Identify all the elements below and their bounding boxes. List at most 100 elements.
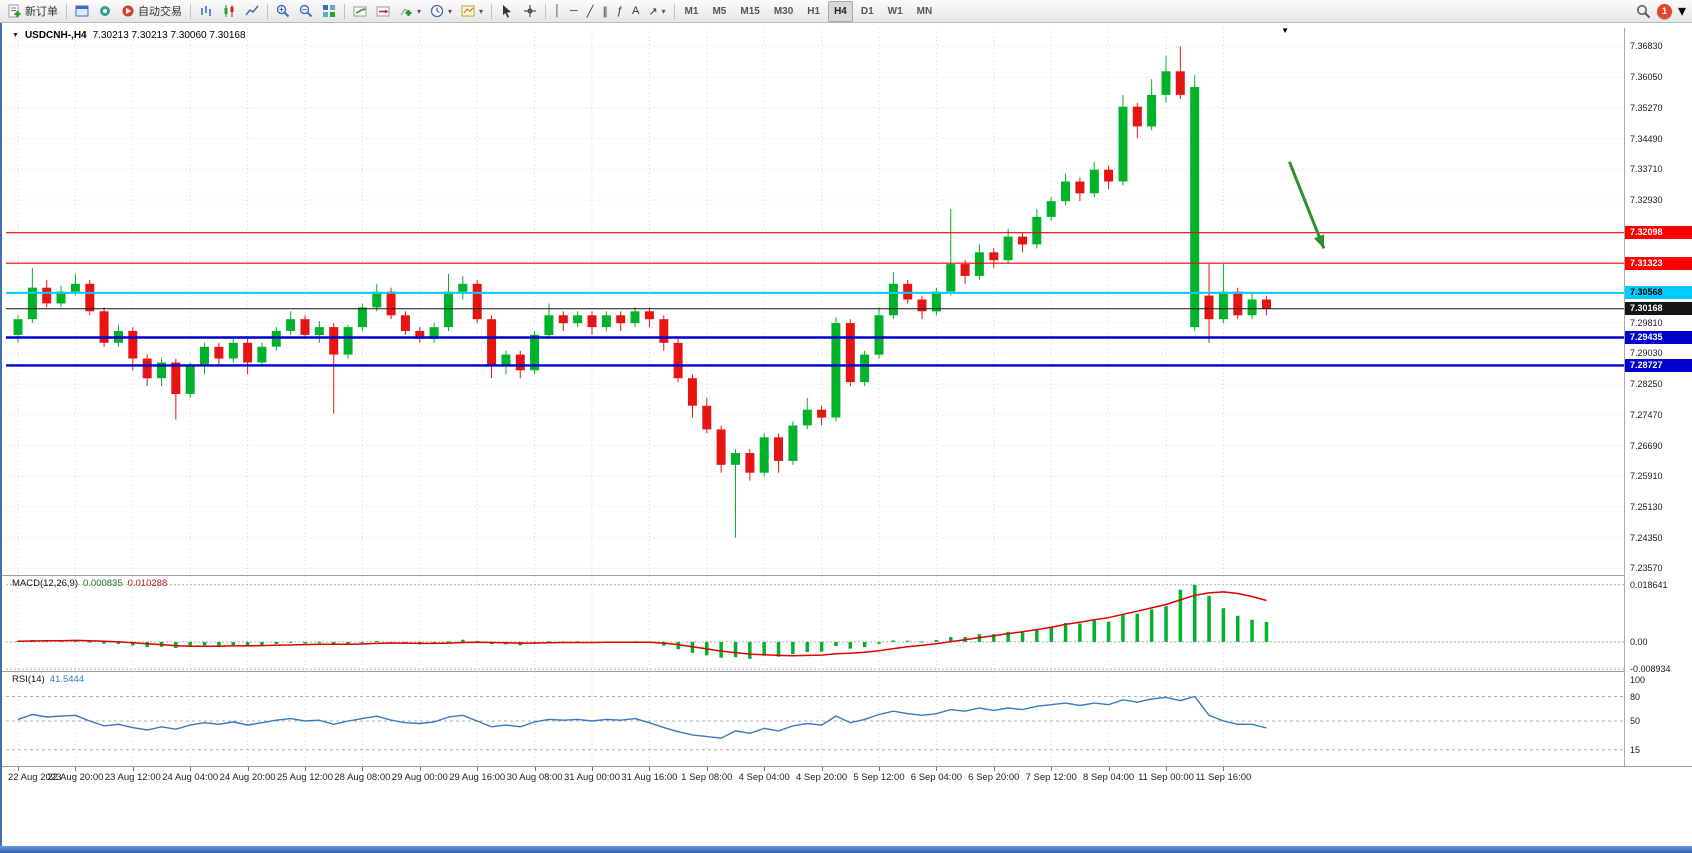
line-chart-button[interactable]: [241, 2, 263, 21]
candlestick-chart-button[interactable]: [218, 2, 240, 21]
price-axis-label: 7.23570: [1630, 563, 1663, 574]
arrow-object[interactable]: [1288, 161, 1326, 249]
timeframe-mn-button[interactable]: MN: [916, 5, 933, 17]
timeframe-m1-button[interactable]: M1: [684, 5, 699, 17]
timeframe-m30-button[interactable]: M30: [773, 5, 794, 17]
timeframe-w1-button[interactable]: W1: [887, 5, 903, 17]
horizontal-line-tool-button[interactable]: ─: [566, 2, 582, 21]
auto-trading-label: 自动交易: [138, 6, 182, 18]
templates-button[interactable]: ▾: [457, 2, 487, 21]
candle: [400, 315, 410, 331]
horizontal-line-icon: ─: [569, 5, 578, 17]
price-axis-label: 7.29030: [1630, 348, 1663, 359]
time-axis[interactable]: 22 Aug 2023 22 Aug 20:00 23 Aug 12:00 24 Au…: [6, 767, 1624, 787]
time-axis-label: 24 Aug 20:00: [219, 772, 276, 783]
candle: [271, 331, 281, 347]
periods-button[interactable]: ▾: [426, 2, 456, 21]
time-axis-label: 4 Sep 04:00: [738, 772, 790, 783]
macd-histogram-bar: [1149, 609, 1154, 642]
macd-histogram-bar: [862, 641, 867, 648]
candle: [745, 453, 755, 473]
price-chart-panel[interactable]: ▼ USDCNH-,H4 7.30213 7.30213 7.30060 7.3…: [6, 28, 1624, 575]
time-axis-label: 29 Aug 16:00: [449, 772, 506, 783]
toolbar-caret-icon[interactable]: ▾: [1677, 3, 1686, 20]
indicators-button[interactable]: ▾: [395, 2, 425, 21]
timeframe-d1-button[interactable]: D1: [860, 5, 874, 17]
price-axis[interactable]: 7.36830 7.36050 7.35270 7.34490 7.33710 7.329…: [1624, 28, 1692, 766]
time-axis-tick: [534, 767, 536, 771]
price-axis-label: 7.32930: [1630, 194, 1663, 205]
rsi-panel[interactable]: RSI(14) 41.5444: [6, 672, 1624, 766]
auto-trading-icon: [121, 4, 135, 18]
chart-top-marker-icon[interactable]: ▼: [1281, 26, 1290, 35]
tile-windows-button[interactable]: [318, 2, 340, 21]
zoom-in-button[interactable]: [272, 2, 294, 21]
timeframe-group: M1 M5 M15 M30 H1 H4 D1 W1 MN: [679, 0, 939, 22]
time-axis-label: 23 Aug 12:00: [104, 772, 161, 783]
macd-histogram-bar: [446, 641, 451, 643]
macd-histogram-bar: [1106, 621, 1111, 642]
zoom-in-icon: [276, 4, 290, 18]
text-tool-button[interactable]: A: [628, 2, 643, 21]
indicators-icon: [399, 4, 413, 18]
candle: [659, 319, 669, 343]
timeframe-m15-button[interactable]: M15: [740, 5, 760, 17]
arrow-object-head[interactable]: [1313, 234, 1325, 249]
candle: [27, 287, 37, 320]
candle: [831, 323, 841, 418]
candle: [42, 287, 52, 304]
timeframe-h4-button[interactable]: H4: [828, 0, 853, 22]
vertical-line-tool-button[interactable]: │: [550, 2, 565, 21]
macd-histogram-bar: [317, 641, 322, 644]
panel-separator[interactable]: [2, 671, 1692, 672]
crosshair-button[interactable]: [519, 2, 541, 21]
auto-trading-button[interactable]: 自动交易: [117, 2, 186, 21]
channel-tool-button[interactable]: ∥: [598, 2, 612, 21]
macd-histogram-bar: [145, 641, 149, 648]
candle: [1046, 201, 1056, 217]
price-axis-label: 7.25130: [1630, 501, 1663, 512]
time-axis-tick: [362, 767, 364, 771]
rsi-value: 41.5444: [49, 674, 85, 685]
macd-histogram-bar: [819, 641, 824, 652]
candle: [1190, 87, 1200, 328]
time-axis-label: 11 Sep 16:00: [1195, 772, 1252, 783]
candle: [874, 315, 884, 355]
time-axis-tick: [75, 767, 77, 771]
time-axis-tick: [419, 767, 421, 771]
notification-badge[interactable]: 1: [1656, 3, 1672, 19]
fibonacci-tool-button[interactable]: ƒ: [613, 2, 627, 21]
timeframe-m5-button[interactable]: M5: [712, 5, 727, 17]
panel-separator[interactable]: [2, 575, 1692, 576]
one-click-collapse-icon[interactable]: ▼: [12, 32, 19, 39]
price-axis-label: 7.34490: [1630, 133, 1663, 144]
time-axis-label: 5 Sep 12:00: [853, 772, 905, 783]
time-axis-tick: [1108, 767, 1110, 771]
bar-chart-button[interactable]: [195, 2, 217, 21]
search-icon[interactable]: [1636, 4, 1651, 19]
tile-windows-icon: [322, 4, 336, 18]
zoom-out-button[interactable]: [295, 2, 317, 21]
candle: [343, 327, 353, 355]
time-axis-label: 22 Aug 20:00: [47, 772, 104, 783]
candle: [731, 453, 740, 465]
candle: [228, 342, 238, 359]
strategy-tester-button[interactable]: [94, 2, 116, 21]
new-order-button[interactable]: 新订单: [4, 2, 62, 21]
macd-panel[interactable]: MACD(12,26,9) 0.000835 0.010288: [6, 576, 1624, 671]
time-axis-label: 24 Aug 04:00: [162, 772, 219, 783]
macd-histogram-bar: [1221, 608, 1226, 642]
macd-histogram-bar: [360, 641, 365, 643]
arrows-tool-button[interactable]: ↗ ▾: [644, 2, 669, 21]
cursor-button[interactable]: [496, 2, 518, 21]
timeframe-h1-button[interactable]: H1: [807, 5, 821, 17]
chart-shift-button[interactable]: [372, 2, 394, 21]
trendline-tool-button[interactable]: ╱: [583, 2, 598, 21]
toolbar-right: 1 ▾: [1636, 1, 1688, 21]
auto-scroll-button[interactable]: [349, 2, 371, 21]
price-axis-label: 7.36830: [1630, 41, 1663, 52]
terminal-button[interactable]: [71, 2, 93, 21]
macd-histogram-bar: [762, 641, 766, 656]
macd-histogram-bar: [905, 640, 910, 642]
separator: [66, 3, 67, 19]
